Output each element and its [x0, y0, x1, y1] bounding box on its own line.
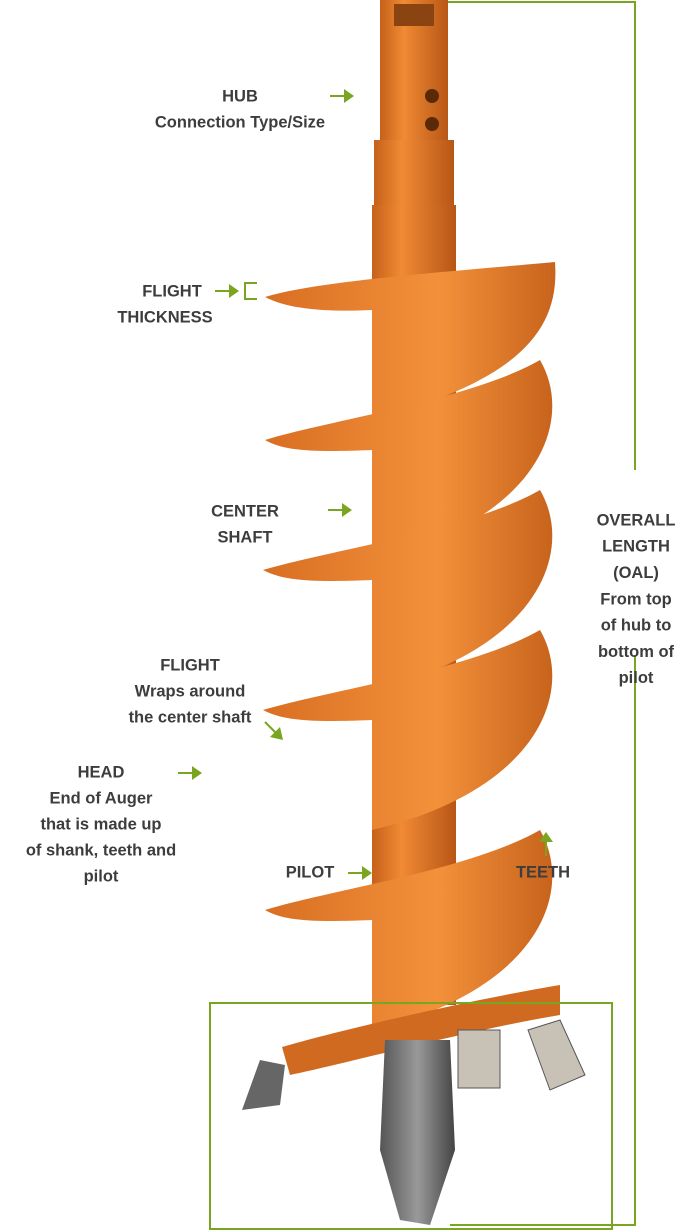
label-line: End of Auger: [50, 789, 154, 807]
label-line: the center shaft: [129, 708, 252, 726]
label-line: CENTER: [211, 502, 279, 520]
arrow: [229, 284, 239, 298]
label-line: HUB: [222, 87, 258, 105]
label-line: pilot: [619, 669, 654, 687]
arrow: [342, 503, 352, 517]
label-line: HEAD: [78, 763, 125, 781]
label-line: From top: [600, 590, 672, 608]
page: {"labels": [ {"lines": ["HUB", "Connecti…: [0, 0, 683, 1231]
label-line: Wraps around: [135, 682, 246, 700]
auger: [242, 0, 585, 1225]
arrow: [265, 722, 276, 733]
pilot: [380, 1040, 455, 1225]
auger-diagram: HUB Connection Type/Size FLIGHT THICKNESS CE…: [0, 0, 683, 1231]
tooth: [528, 1020, 585, 1090]
label-line: SHAFT: [218, 528, 273, 546]
label-line: LENGTH: [602, 538, 670, 556]
label-line: of hub to: [601, 617, 672, 635]
label-line: that is made up: [40, 815, 161, 833]
arrow: [362, 866, 372, 880]
label-line: OVERALL: [597, 511, 676, 529]
arrow: [344, 89, 354, 103]
collar: [374, 140, 454, 205]
hub-hole: [425, 117, 439, 131]
label-line: FLIGHT: [160, 656, 220, 674]
hub-socket: [394, 4, 434, 26]
hub-hole: [425, 89, 439, 103]
tooth: [458, 1030, 500, 1088]
arrow: [192, 766, 202, 780]
label-line: pilot: [84, 867, 119, 885]
label-line: FLIGHT: [142, 282, 202, 300]
label-line: (OAL): [613, 564, 659, 582]
label-line: PILOT: [286, 863, 335, 881]
label-line: THICKNESS: [117, 308, 212, 326]
labels: HUB Connection Type/Size FLIGHT THICKNESS CE…: [26, 87, 676, 885]
label-line: bottom of: [598, 643, 675, 661]
tooth: [242, 1060, 285, 1110]
label-line: of shank, teeth and: [26, 841, 176, 859]
label-line: Connection Type/Size: [155, 113, 325, 131]
label-line: TEETH: [516, 863, 570, 881]
thickness-bracket: [245, 283, 257, 299]
